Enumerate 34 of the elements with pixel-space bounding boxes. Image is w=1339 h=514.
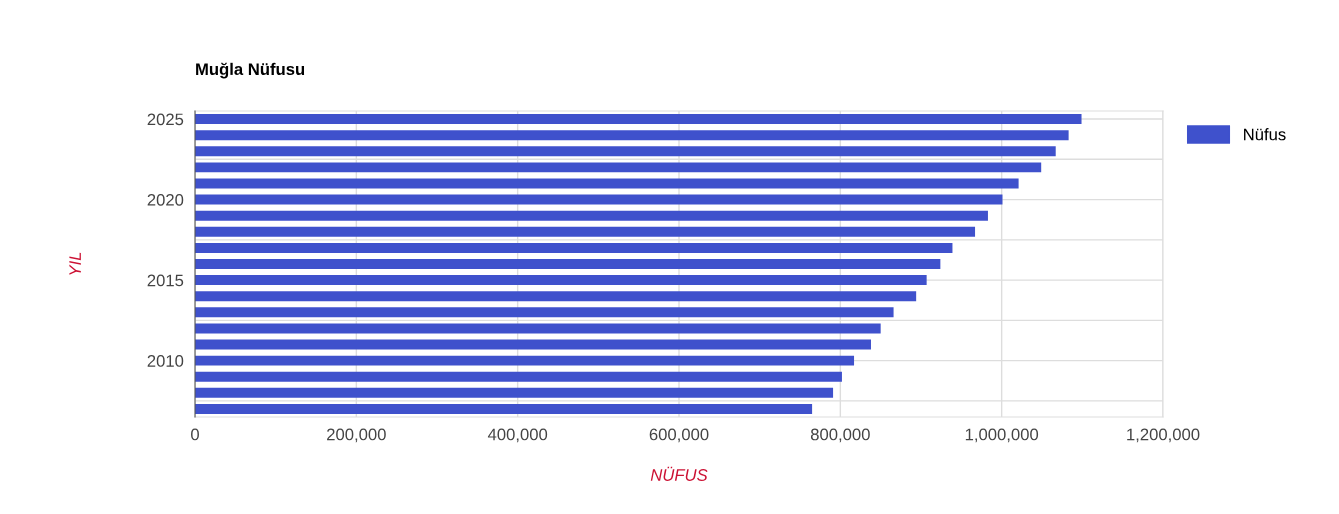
bar <box>195 210 988 221</box>
x-tick-label: 600,000 <box>649 428 709 443</box>
bar <box>195 387 834 398</box>
bar <box>195 291 917 302</box>
bar <box>195 259 941 269</box>
x-tick-label: 400,000 <box>487 428 548 443</box>
bar <box>195 307 894 318</box>
chart-title: Muğla Nüfusu <box>196 62 305 79</box>
bar <box>195 130 1069 141</box>
x-tick-label: 200,000 <box>327 428 386 443</box>
x-tick-label: 0 <box>191 428 199 441</box>
y-tick-label: 2020 <box>147 193 184 206</box>
bar <box>195 403 813 414</box>
bar <box>195 114 1082 125</box>
bar <box>195 146 1056 157</box>
x-tick-label: 800,000 <box>810 428 870 443</box>
x-tick-label: 1,000,000 <box>965 428 1039 443</box>
bar <box>195 275 927 286</box>
x-tick-label: 1,200,000 <box>1127 428 1200 443</box>
y-tick-label: 2010 <box>147 355 184 367</box>
x-axis-title: NÜFUS <box>650 466 708 481</box>
bar <box>195 242 953 253</box>
y-tick-label: 2025 <box>147 113 184 126</box>
bar <box>195 194 1003 205</box>
bar <box>195 323 881 334</box>
y-axis-title: YIL <box>69 252 81 275</box>
bar <box>195 355 855 366</box>
legend-label: Nüfus <box>1244 128 1286 141</box>
bar <box>195 371 842 382</box>
bar <box>195 339 871 350</box>
bar <box>195 178 1019 189</box>
bar <box>195 226 976 237</box>
bar <box>195 162 1042 173</box>
y-tick-label: 2015 <box>147 274 184 287</box>
